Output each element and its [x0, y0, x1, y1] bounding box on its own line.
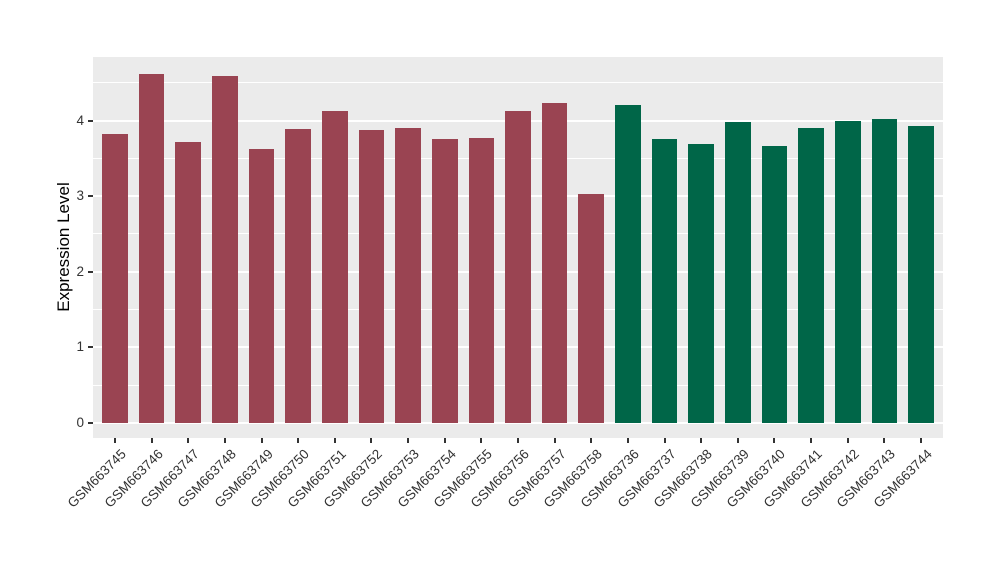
bar-GSM663742	[834, 121, 861, 423]
bar-GSM663754	[431, 139, 458, 423]
x-tick-mark	[517, 438, 519, 443]
bar-GSM663755	[468, 137, 495, 423]
bar-GSM663739	[725, 122, 751, 423]
x-tick-mark	[626, 438, 629, 443]
gridline-major	[93, 421, 943, 424]
x-tick-mark	[590, 438, 593, 443]
bar-GSM663743	[871, 118, 898, 423]
bar-GSM663741	[798, 128, 824, 423]
bar-GSM663749	[248, 149, 275, 423]
bar-GSM663747	[175, 141, 202, 423]
x-tick-mark	[883, 438, 886, 443]
bar-GSM663740	[761, 146, 788, 423]
x-tick-mark	[700, 438, 703, 443]
y-tick-label-4: 4	[76, 112, 84, 128]
x-tick-mark	[113, 438, 116, 443]
bar-GSM663750	[285, 128, 311, 423]
x-tick-mark	[480, 438, 483, 443]
bar-GSM663753	[395, 128, 421, 423]
x-tick-mark	[736, 438, 739, 443]
bar-GSM663737	[651, 138, 678, 423]
plot-panel	[93, 57, 943, 438]
bar-GSM663756	[505, 111, 531, 423]
y-tick-label-2: 2	[76, 263, 84, 279]
y-tick-mark	[88, 270, 93, 273]
x-tick-mark	[297, 438, 300, 443]
bar-GSM663752	[358, 129, 385, 423]
y-tick-mark	[88, 195, 93, 198]
y-tick-label-1: 1	[76, 339, 84, 355]
y-tick-mark	[88, 421, 93, 424]
x-tick-mark	[846, 438, 849, 443]
x-tick-mark	[260, 438, 263, 443]
x-tick-mark	[150, 438, 153, 443]
y-tick-label-3: 3	[76, 188, 84, 204]
x-tick-mark	[773, 438, 776, 443]
x-tick-mark	[370, 438, 373, 443]
y-tick-mark	[88, 346, 93, 349]
bar-GSM663744	[908, 125, 934, 423]
gridline-minor	[93, 82, 943, 84]
bar-GSM663757	[541, 103, 568, 423]
bar-GSM663746	[138, 74, 165, 423]
x-tick-mark	[810, 438, 813, 443]
x-tick-mark	[187, 438, 190, 443]
y-tick-label-0: 0	[76, 414, 84, 430]
x-tick-mark	[663, 438, 666, 443]
x-tick-mark	[407, 438, 410, 443]
bar-GSM663748	[212, 75, 238, 423]
bar-GSM663738	[688, 143, 714, 423]
bar-GSM663745	[102, 134, 128, 423]
bar-GSM663736	[615, 104, 641, 423]
bar-GSM663751	[321, 111, 348, 423]
y-tick-mark	[88, 119, 93, 122]
x-tick-mark	[333, 438, 336, 443]
x-tick-mark	[553, 438, 556, 443]
x-tick-mark	[223, 438, 226, 443]
bar-GSM663758	[578, 193, 605, 423]
x-tick-mark	[920, 438, 923, 443]
x-tick-mark	[443, 438, 446, 443]
